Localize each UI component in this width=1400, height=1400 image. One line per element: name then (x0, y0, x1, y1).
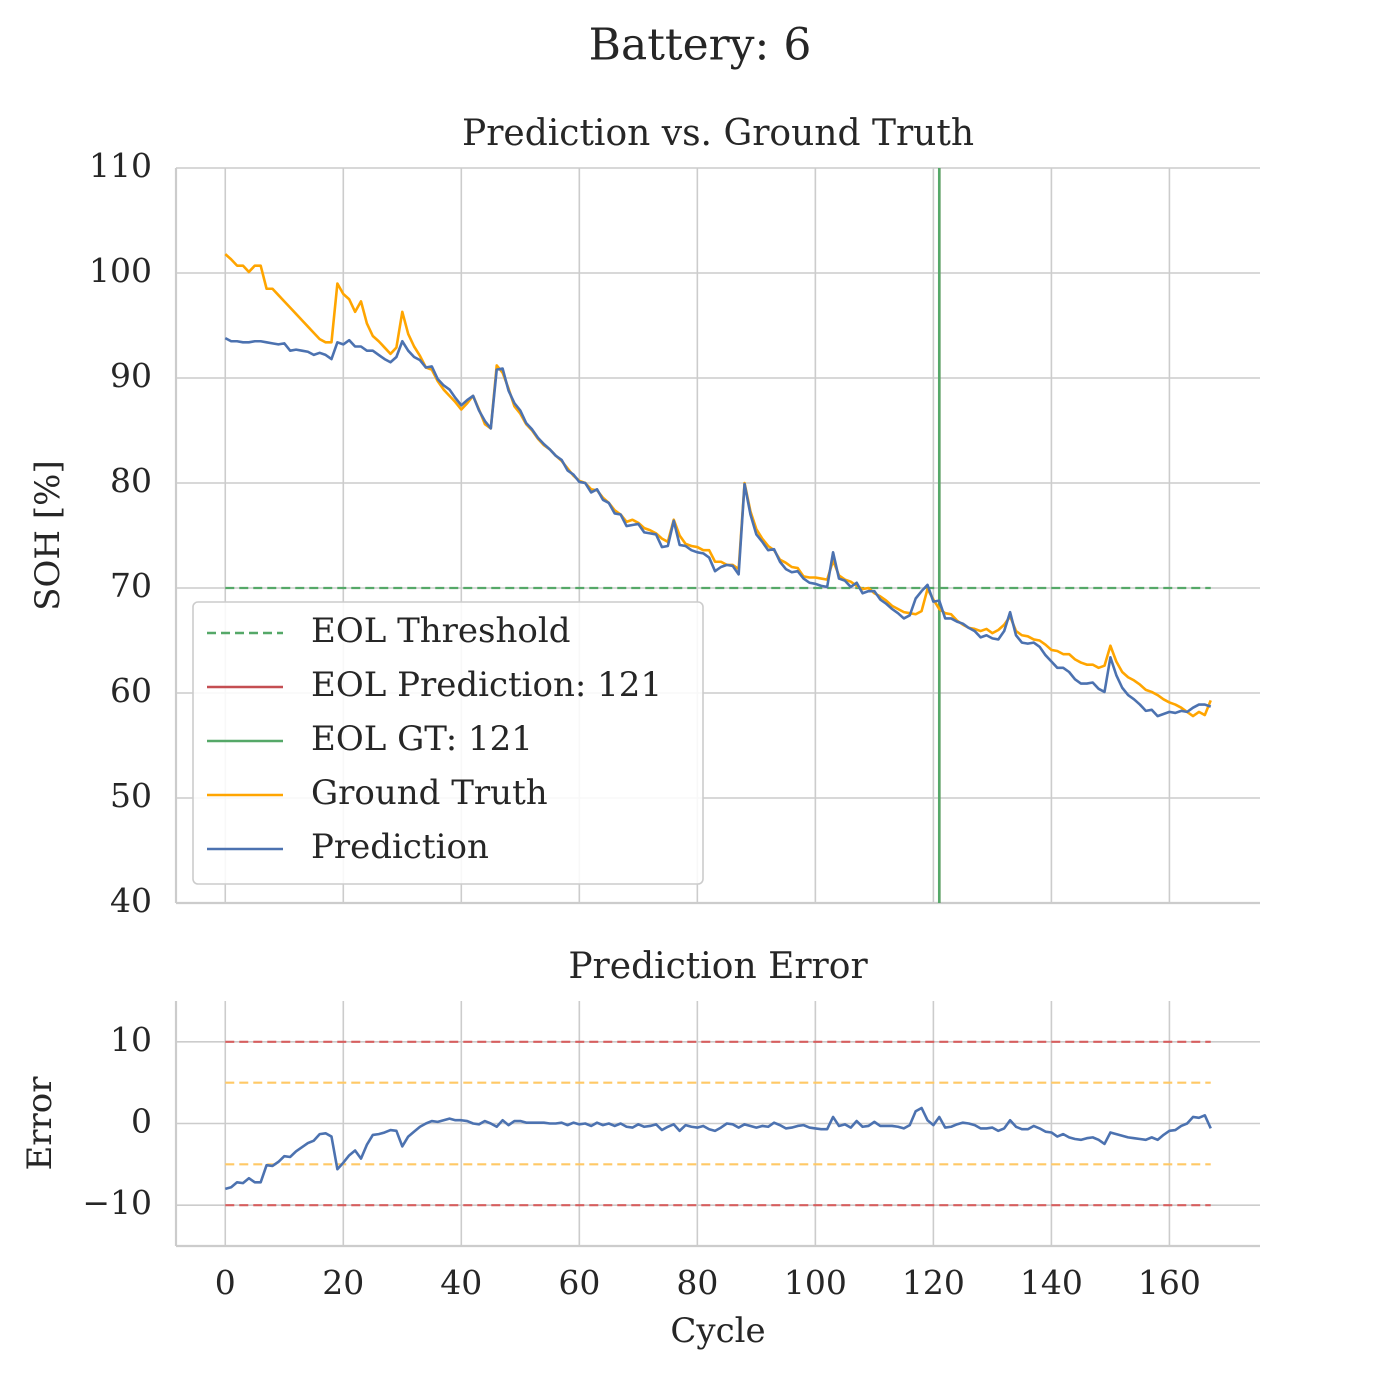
y-axis-label: Error (20, 1076, 60, 1171)
legend-box (192, 601, 704, 885)
y-tick-label: −10 (82, 1183, 152, 1222)
y-tick-label: 0 (131, 1102, 152, 1141)
subplot-title: Prediction vs. Ground Truth (462, 113, 974, 154)
legend-label: EOL Threshold (311, 611, 570, 651)
x-tick-label: 40 (440, 1263, 482, 1302)
y-tick-label: 10 (110, 1020, 152, 1059)
x-tick-label: 100 (784, 1263, 847, 1302)
legend-label: Prediction (311, 827, 489, 867)
x-tick-label: 80 (676, 1263, 718, 1302)
y-tick-label: 110 (89, 146, 152, 185)
figure-title: Battery: 6 (589, 20, 812, 71)
data-line (224, 336, 1212, 718)
x-tick-label: 0 (215, 1263, 236, 1302)
y-tick-label: 40 (110, 881, 152, 920)
subplot-title: Prediction Error (568, 946, 868, 987)
y-axis-label: SOH [%] (28, 460, 68, 610)
x-axis-label: Cycle (670, 1311, 765, 1351)
subplot: 0 20 40 60 80 100 120 140 160 −10 0 10 Prediction Er… (20, 946, 1260, 1351)
x-tick-label: 160 (1138, 1263, 1201, 1302)
x-tick-label: 60 (558, 1263, 600, 1302)
legend-label: Ground Truth (311, 773, 548, 813)
y-tick-label: 60 (110, 671, 152, 710)
x-tick-label: 20 (322, 1263, 364, 1302)
y-tick-label: 50 (110, 776, 152, 815)
subplot: 40 50 60 70 80 90 100 110 Prediction vs. Ground … (28, 113, 1260, 920)
y-tick-label: 100 (89, 251, 152, 290)
y-tick-label: 70 (110, 566, 152, 605)
data-line (224, 1106, 1212, 1191)
y-tick-label: 80 (110, 461, 152, 500)
legend-label: EOL Prediction: 121 (311, 665, 662, 705)
data-line (224, 253, 1212, 718)
x-tick-label: 120 (902, 1263, 965, 1302)
y-tick-label: 90 (110, 356, 152, 395)
legend-label: EOL GT: 121 (311, 719, 533, 759)
x-tick-label: 140 (1020, 1263, 1083, 1302)
legend: EOL Threshold EOL Prediction: 121 EOL GT: … (192, 601, 704, 885)
